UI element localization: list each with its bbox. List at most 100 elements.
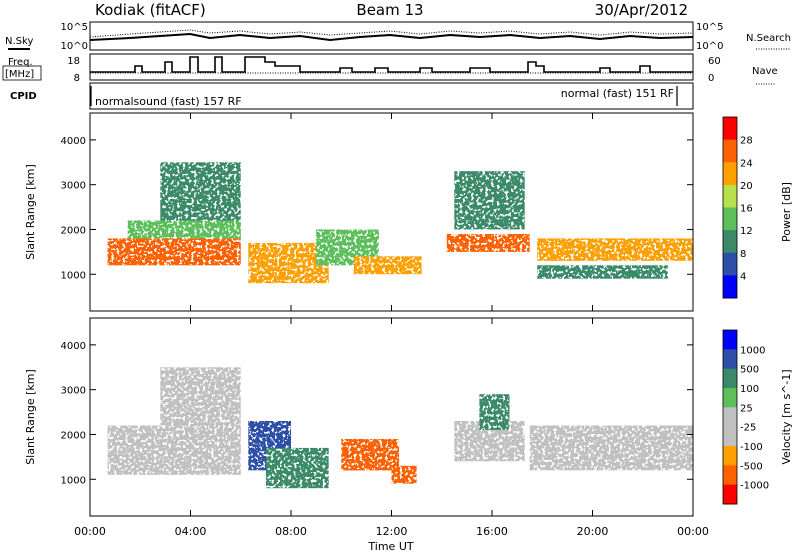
time-label-5: 20:00 xyxy=(577,525,609,538)
velocity-region-3 xyxy=(265,447,329,489)
station-title: Kodiak (fitACF) xyxy=(95,1,206,19)
velocity-colorbar: 1000 500 100 25 -25 -100 -500 -1000 xyxy=(722,329,769,505)
power-region-8 xyxy=(537,238,693,261)
power-ytick-label-2: 3000 xyxy=(61,181,86,192)
velocity-colorbar-tick-0: 1000 xyxy=(740,345,765,356)
velocity-ytick-label-1: 2000 xyxy=(61,430,86,441)
power-yaxis: 1000 2000 3000 4000 xyxy=(61,136,693,281)
velocity-colorbar-tick-6: -500 xyxy=(740,461,763,472)
velocity-region-7 xyxy=(479,394,510,430)
noise-panel: N.Sky 10^5 10^0 10^5 10^0 N.Search xyxy=(5,21,791,52)
time-label-2: 08:00 xyxy=(275,525,307,538)
noise-tick-low-right: 10^0 xyxy=(696,41,723,52)
beam-title: Beam 13 xyxy=(356,1,423,19)
velocity-colorbar-seg-7 xyxy=(723,465,737,486)
velocity-region-4 xyxy=(341,439,400,471)
freq-label-1: Freq. xyxy=(8,57,33,68)
power-colorbar-seg-0 xyxy=(723,117,737,141)
power-colorbar-label: Power [dB] xyxy=(780,182,793,242)
power-ytick-label-0: 1000 xyxy=(61,270,86,281)
velocity-region-8 xyxy=(529,425,693,471)
power-region-7 xyxy=(454,171,525,230)
power-colorbar-seg-3 xyxy=(723,184,737,208)
power-colorbar-tick-1: 8 xyxy=(740,249,746,260)
power-panel: 1000 2000 3000 4000 Slant Range [km] xyxy=(24,112,694,312)
power-colorbar-tick-4: 20 xyxy=(740,181,753,192)
time-label-3: 12:00 xyxy=(376,525,408,538)
nave-tick-low: 0 xyxy=(708,73,714,84)
cpid-panel: CPID normalsound (fast) 157 RF normal (f… xyxy=(10,82,694,110)
power-region-0 xyxy=(107,238,241,266)
nsky-label: N.Sky xyxy=(5,36,33,47)
power-region-9 xyxy=(537,265,668,279)
velocity-colorbar-tick-7: -1000 xyxy=(740,481,769,492)
cpid-right-text: normal (fast) 151 RF xyxy=(561,87,674,100)
power-ytick-label-3: 4000 xyxy=(61,136,86,147)
velocity-colorbar-tick-1: 500 xyxy=(740,365,759,376)
velocity-colorbar-seg-4 xyxy=(723,407,737,428)
power-ytick-label-1: 2000 xyxy=(61,225,86,236)
nsearch-label: N.Search xyxy=(746,33,791,44)
time-axis-labels: 00:00 04:00 08:00 12:00 16:00 20:00 00:00 xyxy=(74,525,709,538)
power-colorbar-seg-2 xyxy=(723,162,737,186)
cpid-label: CPID xyxy=(10,91,37,102)
power-data xyxy=(107,162,693,284)
velocity-colorbar-tick-3: 25 xyxy=(740,403,753,414)
velocity-colorbar-seg-1 xyxy=(723,349,737,370)
cpid-left-text: normalsound (fast) 157 RF xyxy=(95,95,242,108)
noise-tick-high-left: 10^5 xyxy=(61,22,88,33)
velocity-ytick-label-3: 4000 xyxy=(61,341,86,352)
velocity-colorbar-seg-3 xyxy=(723,388,737,408)
time-label-0: 00:00 xyxy=(74,525,106,538)
time-label-1: 04:00 xyxy=(175,525,207,538)
velocity-data xyxy=(107,367,693,489)
freq-label-2: [MHz] xyxy=(5,69,34,80)
power-xticks xyxy=(89,113,694,311)
power-region-2 xyxy=(160,162,241,221)
velocity-colorbar-seg-8 xyxy=(723,484,737,505)
power-colorbar-tick-2: 12 xyxy=(740,226,753,237)
freq-panel: Freq. [MHz] 18 8 60 0 Nave xyxy=(2,53,778,85)
date-title: 30/Apr/2012 xyxy=(595,1,688,19)
velocity-xticks xyxy=(89,318,694,516)
freq-line xyxy=(90,56,693,73)
power-colorbar-seg-5 xyxy=(723,230,737,254)
power-region-5 xyxy=(353,256,422,275)
velocity-ylabel: Slant Range [km] xyxy=(24,369,37,465)
velocity-ytick-label-2: 3000 xyxy=(61,386,86,397)
nave-label: Nave xyxy=(752,66,778,77)
time-axis-title: Time UT xyxy=(367,540,413,553)
velocity-colorbar-tick-2: 100 xyxy=(740,384,759,395)
noise-tick-high-right: 10^5 xyxy=(696,22,723,33)
time-label-4: 16:00 xyxy=(476,525,508,538)
velocity-colorbar-label: Velocity [m s^-1] xyxy=(780,369,793,464)
power-colorbar-tick-0: 4 xyxy=(740,271,746,282)
velocity-ytick-label-0: 1000 xyxy=(61,475,86,486)
velocity-region-0 xyxy=(107,425,241,475)
power-colorbar-seg-7 xyxy=(723,275,737,299)
velocity-colorbar-tick-4: -25 xyxy=(740,423,756,434)
velocity-colorbar-seg-0 xyxy=(723,330,737,350)
velocity-colorbar-seg-5 xyxy=(723,426,737,447)
velocity-colorbar-tick-5: -100 xyxy=(740,442,763,453)
power-region-6 xyxy=(446,234,530,252)
power-colorbar-tick-3: 16 xyxy=(740,204,753,215)
noise-sky-line xyxy=(89,32,694,42)
power-colorbar-seg-1 xyxy=(723,139,737,163)
freq-tick-low: 8 xyxy=(74,73,80,84)
velocity-panel: 1000 2000 3000 4000 Slant Range [km] xyxy=(24,317,694,517)
power-colorbar-seg-6 xyxy=(723,252,737,276)
velocity-yaxis: 1000 2000 3000 4000 xyxy=(61,341,693,486)
velocity-colorbar-seg-6 xyxy=(723,446,737,466)
power-colorbar-tick-6: 28 xyxy=(740,136,753,147)
power-colorbar-seg-4 xyxy=(723,207,737,231)
nave-tick-high: 60 xyxy=(708,56,721,67)
power-colorbar-tick-5: 24 xyxy=(740,158,753,169)
power-region-1 xyxy=(127,220,241,239)
freq-tick-high: 18 xyxy=(67,56,80,67)
time-label-6: 00:00 xyxy=(677,525,709,538)
noise-tick-low-left: 10^0 xyxy=(61,41,88,52)
velocity-colorbar-seg-2 xyxy=(723,368,737,389)
velocity-region-5 xyxy=(391,465,417,484)
